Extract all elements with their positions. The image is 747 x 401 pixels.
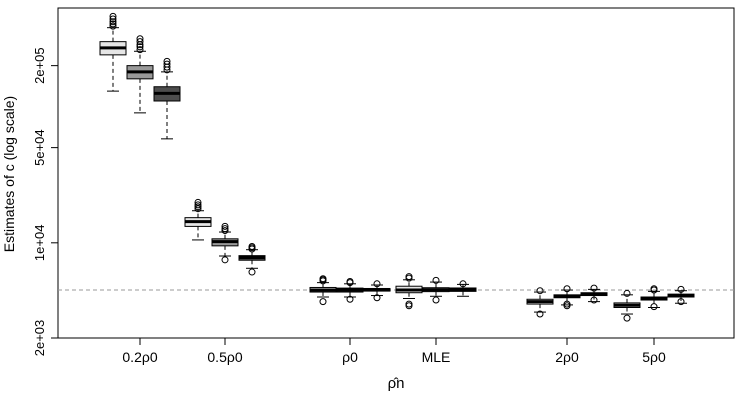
box-3-0	[395, 273, 423, 310]
y-axis-title: Estimates of c (log scale)	[1, 96, 17, 252]
box-1-0	[184, 198, 212, 241]
outlier-point	[405, 273, 413, 281]
box-0-2	[153, 57, 181, 140]
x-tick-label: MLE	[422, 349, 451, 365]
outlier-point	[319, 298, 327, 306]
outlier-point	[623, 314, 631, 322]
outlier-point	[163, 57, 171, 65]
outlier-point	[221, 256, 229, 264]
outlier-point	[650, 303, 658, 311]
box-2-1	[336, 277, 364, 303]
x-tick-label: 5ρ0	[642, 349, 666, 365]
box-0-1	[126, 35, 154, 114]
box-3-2	[449, 280, 477, 297]
outlier-point	[459, 280, 467, 288]
outlier-point	[248, 268, 256, 276]
box-5-0	[613, 289, 641, 322]
outlier-point	[432, 276, 440, 284]
x-tick-label: 0.5ρ0	[207, 349, 242, 365]
box-2-0	[309, 275, 337, 306]
box-1-1	[211, 222, 239, 264]
outlier-point	[221, 227, 229, 235]
outlier-point	[109, 18, 117, 26]
outlier-point	[346, 277, 354, 285]
box-0-0	[99, 12, 127, 92]
outlier-point	[590, 284, 598, 292]
box-4-1	[553, 285, 581, 310]
outlier-point	[194, 201, 202, 209]
y-tick-label: 5e+04	[32, 129, 47, 166]
outlier-point	[136, 43, 144, 51]
box-5-2	[667, 285, 695, 306]
outlier-point	[563, 285, 571, 293]
outlier-point	[536, 287, 544, 295]
outlier-point	[194, 198, 202, 206]
outlier-point	[109, 15, 117, 23]
box-5-1	[640, 285, 668, 311]
y-tick-label: 2e+03	[32, 320, 47, 357]
outlier-point	[109, 12, 117, 20]
outlier-point	[432, 296, 440, 304]
outlier-point	[373, 294, 381, 302]
x-tick-label: ρ0	[342, 349, 358, 365]
outlier-point	[221, 225, 229, 233]
outlier-point	[346, 295, 354, 303]
outlier-point	[536, 310, 544, 318]
box-4-2	[580, 284, 608, 304]
outlier-point	[136, 46, 144, 54]
outlier-point	[221, 222, 229, 230]
outlier-point	[319, 275, 327, 283]
outlier-point	[650, 285, 658, 293]
outlier-point	[563, 302, 571, 310]
outlier-point	[194, 203, 202, 211]
box-1-2	[238, 242, 266, 276]
x-tick-label: 2ρ0	[555, 349, 579, 365]
box-4-0	[526, 287, 554, 318]
x-tick-label: 0.2ρ0	[122, 349, 157, 365]
outlier-point	[373, 280, 381, 288]
outlier-point	[677, 298, 685, 306]
outlier-point	[136, 38, 144, 46]
outlier-point	[163, 60, 171, 68]
outlier-point	[590, 296, 598, 304]
outlier-point	[623, 289, 631, 297]
outlier-point	[109, 20, 117, 28]
y-tick-label: 2e+05	[32, 47, 47, 84]
outlier-point	[405, 302, 413, 310]
box-3-1	[422, 276, 450, 304]
x-axis-title: ρ̂n	[388, 375, 405, 392]
outlier-point	[136, 35, 144, 43]
outlier-point	[248, 242, 256, 250]
y-tick-label: 1e+04	[32, 225, 47, 262]
plot-frame	[57, 7, 735, 339]
box-2-2	[363, 280, 391, 302]
outlier-point	[677, 285, 685, 293]
outlier-point	[109, 22, 117, 30]
